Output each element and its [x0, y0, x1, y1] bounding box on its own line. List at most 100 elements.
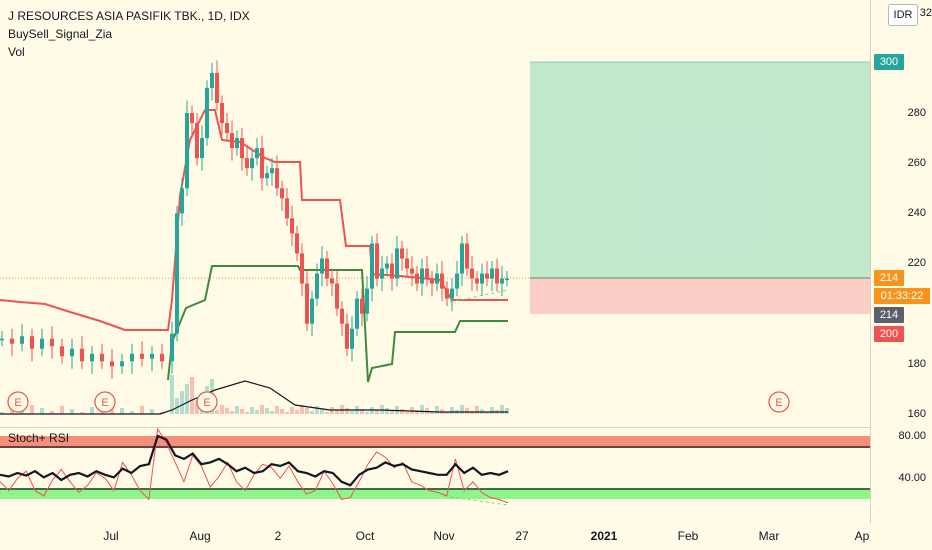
candle-body[interactable] — [315, 273, 319, 299]
indicator-buysell-label[interactable]: BuySell_Signal_Zia — [8, 27, 113, 41]
candle-body[interactable] — [285, 198, 289, 219]
candle-body[interactable] — [435, 273, 439, 284]
candle-body[interactable] — [40, 338, 44, 349]
stoch-rsi-pane[interactable]: Stoch+ RSI — [0, 427, 870, 523]
candle-body[interactable] — [90, 353, 94, 362]
candle-body[interactable] — [10, 338, 14, 344]
candle-body[interactable] — [375, 243, 379, 279]
candle-body[interactable] — [230, 133, 234, 149]
candle-body[interactable] — [195, 123, 199, 159]
stoch-rsi-title[interactable]: Stoch+ RSI — [8, 431, 70, 445]
candle-body[interactable] — [485, 273, 489, 279]
candle-body[interactable] — [260, 148, 264, 179]
candle-body[interactable] — [240, 138, 244, 159]
candle-body[interactable] — [405, 258, 409, 269]
candle-body[interactable] — [150, 353, 154, 359]
stoch-rsi-chart[interactable] — [0, 427, 870, 523]
earnings-marker[interactable]: E — [94, 391, 116, 413]
candle-body[interactable] — [345, 323, 349, 349]
candle-body[interactable] — [335, 283, 339, 309]
candle-body[interactable] — [455, 273, 459, 289]
candle-body[interactable] — [465, 243, 469, 269]
candle-body[interactable] — [450, 288, 454, 299]
candle-body[interactable] — [170, 333, 174, 362]
candle-body[interactable] — [30, 336, 34, 349]
candle-body[interactable] — [250, 158, 254, 169]
candle-body[interactable] — [490, 268, 494, 279]
candle-body[interactable] — [245, 158, 249, 169]
earnings-marker[interactable]: E — [768, 391, 790, 413]
candle-body[interactable] — [295, 233, 299, 254]
candle-body[interactable] — [460, 243, 464, 274]
candle-body[interactable] — [235, 138, 239, 149]
symbol-title[interactable]: J RESOURCES ASIA PASIFIK TBK., 1D, IDX — [8, 9, 250, 23]
candle-body[interactable] — [110, 361, 114, 367]
candle-body[interactable] — [390, 263, 394, 279]
candle-body[interactable] — [140, 353, 144, 359]
candle-body[interactable] — [400, 248, 404, 259]
candle-body[interactable] — [365, 288, 369, 314]
target-zone[interactable] — [530, 62, 870, 278]
candle-body[interactable] — [505, 278, 509, 281]
candle-body[interactable] — [275, 168, 279, 189]
currency-button[interactable]: IDR — [888, 4, 918, 26]
candle-body[interactable] — [430, 278, 434, 284]
candle-body[interactable] — [410, 268, 414, 274]
candle-body[interactable] — [440, 273, 444, 289]
candlesticks[interactable] — [0, 60, 509, 379]
candle-body[interactable] — [425, 268, 429, 279]
candle-body[interactable] — [120, 361, 124, 367]
candle-body[interactable] — [355, 298, 359, 329]
candle-body[interactable] — [395, 248, 399, 279]
candle-body[interactable] — [470, 268, 474, 279]
candle-body[interactable] — [0, 338, 4, 341]
candle-body[interactable] — [500, 278, 504, 284]
candle-body[interactable] — [130, 353, 134, 362]
candle-body[interactable] — [160, 353, 164, 362]
candle-body[interactable] — [420, 268, 424, 284]
candle-body[interactable] — [80, 348, 84, 362]
candle-body[interactable] — [290, 218, 294, 234]
candle-body[interactable] — [360, 298, 364, 314]
indicator-volume-label[interactable]: Vol — [8, 45, 25, 59]
candle-body[interactable] — [175, 213, 179, 334]
candle-body[interactable] — [60, 346, 64, 357]
candle-body[interactable] — [480, 273, 484, 284]
price-axis[interactable]: 32 280 260 240 220 180 160 300 214 01:33… — [870, 0, 932, 523]
candle-body[interactable] — [265, 173, 269, 179]
candle-body[interactable] — [340, 308, 344, 324]
candle-body[interactable] — [50, 338, 54, 347]
candle-body[interactable] — [70, 348, 74, 357]
candle-body[interactable] — [210, 72, 214, 88]
candle-body[interactable] — [370, 243, 374, 289]
candle-body[interactable] — [385, 263, 389, 269]
candle-body[interactable] — [20, 336, 24, 344]
candle-body[interactable] — [300, 253, 304, 284]
candle-body[interactable] — [445, 288, 449, 299]
candle-body[interactable] — [475, 278, 479, 284]
earnings-marker[interactable]: E — [196, 391, 218, 413]
candle-body[interactable] — [325, 258, 329, 279]
candle-body[interactable] — [215, 72, 219, 103]
candle-body[interactable] — [220, 102, 224, 124]
candle-body[interactable] — [100, 353, 104, 362]
candle-body[interactable] — [495, 268, 499, 284]
candle-body[interactable] — [415, 273, 419, 284]
price-pane[interactable]: E E E E J RESOURCES ASIA PASIFIK TBK., 1D, … — [0, 0, 870, 427]
candle-body[interactable] — [280, 188, 284, 199]
candle-body[interactable] — [380, 268, 384, 279]
stop-zone[interactable] — [530, 278, 870, 314]
candle-body[interactable] — [200, 138, 204, 159]
candle-body[interactable] — [310, 298, 314, 324]
earnings-marker[interactable]: E — [7, 391, 29, 413]
time-axis[interactable]: Jul Aug 2 Oct Nov 27 2021 Feb Mar Ap — [0, 523, 932, 550]
candle-body[interactable] — [225, 123, 229, 134]
candle-body[interactable] — [205, 87, 209, 139]
candle-body[interactable] — [320, 258, 324, 274]
candle-body[interactable] — [255, 148, 259, 159]
candle-body[interactable] — [330, 278, 334, 284]
candle-body[interactable] — [190, 113, 194, 124]
candle-body[interactable] — [270, 168, 274, 174]
